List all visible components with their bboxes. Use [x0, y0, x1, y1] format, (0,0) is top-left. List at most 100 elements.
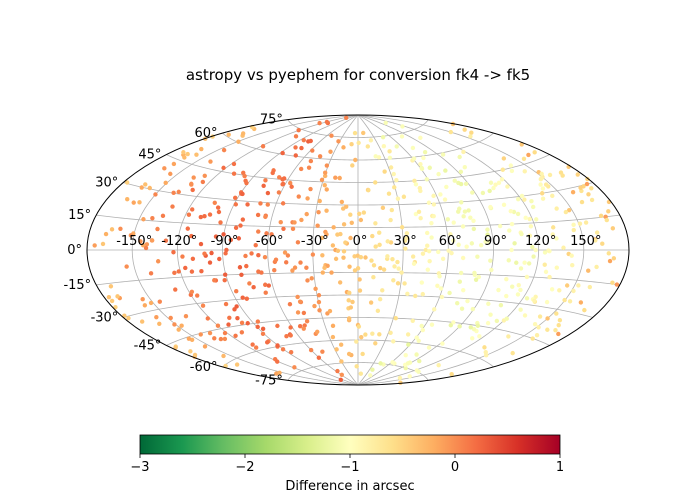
colorbar-tick-label: −2 — [235, 460, 254, 475]
data-point — [260, 144, 266, 149]
data-point — [488, 180, 494, 185]
data-point — [357, 211, 362, 217]
data-point — [486, 301, 491, 306]
data-point — [265, 340, 270, 345]
data-point — [403, 353, 408, 358]
data-point — [522, 260, 527, 265]
data-point — [280, 177, 285, 182]
data-point — [221, 165, 226, 171]
data-point — [413, 182, 419, 187]
data-point — [582, 307, 587, 313]
data-points — [92, 115, 620, 385]
data-point — [470, 306, 476, 312]
data-point — [341, 222, 347, 227]
data-point — [577, 221, 583, 226]
data-point — [534, 217, 539, 222]
data-point — [319, 177, 325, 183]
data-point — [346, 316, 352, 321]
data-point — [358, 254, 364, 260]
data-point — [346, 298, 351, 303]
data-point — [509, 221, 515, 227]
data-point — [216, 209, 222, 215]
lon-tick-label: 30° — [394, 234, 417, 249]
data-point — [141, 217, 146, 222]
data-point — [516, 282, 521, 288]
data-point — [139, 185, 144, 190]
data-point — [543, 182, 549, 187]
data-point — [181, 150, 186, 155]
parallel-line — [287, 119, 429, 138]
data-point — [566, 207, 572, 213]
data-point — [233, 225, 239, 230]
data-point — [355, 266, 361, 271]
data-point — [324, 187, 329, 192]
data-point — [284, 260, 289, 265]
data-point — [310, 252, 316, 257]
data-point — [497, 223, 503, 229]
data-point — [207, 330, 213, 336]
data-point — [305, 278, 310, 283]
data-point — [317, 120, 322, 126]
data-point — [320, 349, 325, 354]
data-point — [189, 289, 195, 294]
data-point — [170, 204, 175, 209]
data-point — [388, 240, 394, 245]
data-point — [281, 226, 286, 231]
data-point — [614, 282, 620, 287]
data-point — [155, 226, 160, 232]
data-point — [587, 284, 593, 290]
data-point — [200, 179, 206, 185]
data-point — [426, 345, 432, 350]
data-point — [139, 319, 145, 324]
data-point — [455, 300, 460, 306]
data-point — [373, 180, 378, 185]
data-point — [370, 233, 375, 239]
data-point — [215, 205, 221, 210]
data-point — [256, 229, 261, 234]
lon-tick-label: 0° — [353, 234, 368, 249]
data-point — [518, 307, 523, 312]
data-point — [256, 253, 261, 258]
data-point — [586, 192, 591, 197]
data-point — [557, 317, 563, 323]
data-point — [186, 212, 192, 217]
data-point — [399, 225, 405, 230]
data-point — [131, 200, 136, 205]
data-point — [377, 297, 383, 302]
data-point — [431, 193, 436, 199]
data-point — [488, 258, 493, 263]
data-point — [536, 325, 541, 330]
data-point — [533, 247, 538, 253]
data-point — [371, 275, 376, 280]
data-point — [223, 251, 228, 256]
data-point — [388, 330, 393, 335]
data-point — [458, 270, 464, 276]
data-point — [212, 336, 217, 341]
data-point — [546, 248, 551, 253]
data-point — [249, 251, 254, 256]
data-point — [606, 251, 611, 256]
data-point — [508, 163, 513, 168]
data-point — [276, 190, 282, 195]
data-point — [227, 315, 232, 320]
data-point — [604, 217, 610, 223]
data-point — [504, 276, 509, 282]
data-point — [399, 134, 405, 139]
colorbar-tick-label: −1 — [340, 460, 359, 475]
data-point — [414, 352, 419, 357]
data-point — [277, 175, 282, 180]
data-point — [571, 222, 576, 227]
data-point — [506, 258, 511, 263]
data-point — [578, 300, 584, 305]
data-point — [390, 360, 395, 365]
data-point — [195, 293, 200, 298]
data-point — [468, 215, 473, 220]
data-point — [243, 253, 248, 259]
lat-tick-label: 15° — [68, 208, 91, 223]
data-point — [461, 149, 466, 155]
data-point — [499, 177, 505, 182]
data-point — [207, 260, 213, 265]
data-point — [405, 361, 411, 366]
data-point — [292, 265, 298, 270]
data-point — [370, 331, 375, 336]
